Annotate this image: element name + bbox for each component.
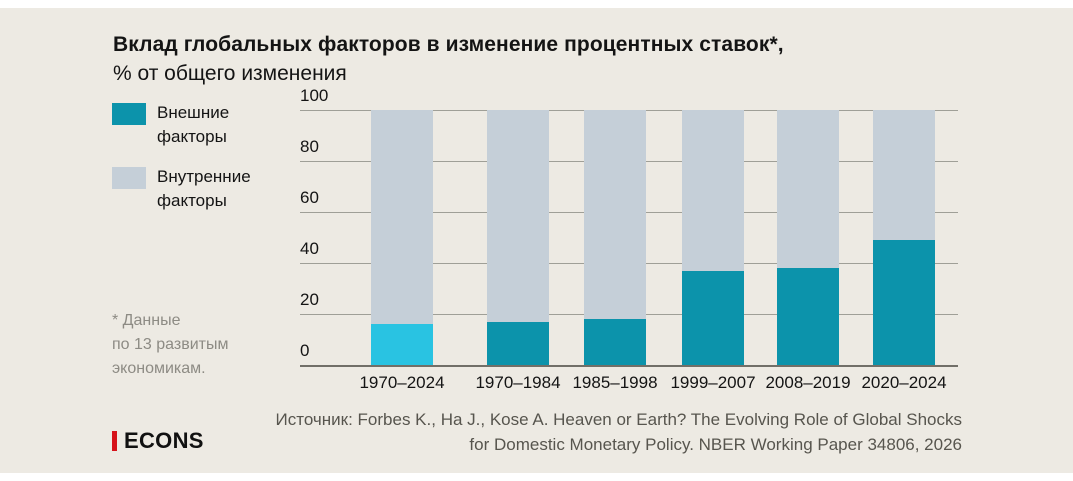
source-line2: for Domestic Monetary Policy. NBER Worki… bbox=[469, 435, 962, 454]
legend-item-external: Внешние факторы bbox=[112, 101, 251, 149]
source-line1: Источник: Forbes K., Ha J., Kose A. Heav… bbox=[275, 410, 962, 429]
chart-title: Вклад глобальных факторов в изменение пр… bbox=[113, 30, 784, 88]
y-tick-label: 40 bbox=[300, 239, 319, 258]
x-category-label: 1970–1984 bbox=[475, 373, 561, 392]
bar-segment-internal bbox=[487, 110, 549, 322]
bar-segment-internal bbox=[682, 110, 744, 271]
bar-segment-internal bbox=[371, 110, 433, 324]
y-tick-label: 60 bbox=[300, 188, 319, 207]
source-citation: Источник: Forbes K., Ha J., Kose A. Heav… bbox=[276, 407, 962, 457]
x-axis-line bbox=[300, 365, 958, 367]
bar-segment-external bbox=[682, 271, 744, 365]
x-category-label: 2008–2019 bbox=[765, 373, 851, 392]
chart-title-line2: % от общего изменения bbox=[113, 62, 347, 85]
external-factors-swatch-icon bbox=[112, 103, 146, 125]
logo-text: ECONS bbox=[124, 428, 204, 453]
logo-red-bar-icon bbox=[112, 431, 117, 451]
y-tick-label: 20 bbox=[300, 290, 319, 309]
bar-segment-external bbox=[873, 240, 935, 365]
y-tick-label: 80 bbox=[300, 137, 319, 156]
legend-item-internal: Внутренние факторы bbox=[112, 165, 251, 213]
bar-segment-internal bbox=[777, 110, 839, 268]
bar-segment-external bbox=[487, 322, 549, 365]
x-category-label: 1985–1998 bbox=[572, 373, 658, 392]
chart-title-line1: Вклад глобальных факторов в изменение пр… bbox=[113, 33, 784, 56]
x-category-label: 1970–2024 bbox=[359, 373, 445, 392]
x-category-label: 1999–2007 bbox=[670, 373, 756, 392]
footnote: * Данные по 13 развитым экономикам. bbox=[112, 312, 229, 377]
bar-segment-external bbox=[371, 324, 433, 365]
y-tick-label: 0 bbox=[300, 341, 310, 360]
internal-factors-swatch-icon bbox=[112, 167, 146, 189]
bar-segment-internal bbox=[584, 110, 646, 319]
econs-logo: ECONS bbox=[112, 428, 204, 454]
bar-segment-internal bbox=[873, 110, 935, 240]
x-category-label: 2020–2024 bbox=[861, 373, 947, 392]
legend-label-internal: Внутренние факторы bbox=[157, 167, 251, 210]
bar-segment-external bbox=[584, 319, 646, 365]
bar-segment-external bbox=[777, 268, 839, 365]
legend-label-external: Внешние факторы bbox=[157, 103, 230, 146]
legend: Внешние факторы Внутренние факторы bbox=[112, 101, 251, 229]
y-tick-label: 100 bbox=[300, 86, 329, 105]
